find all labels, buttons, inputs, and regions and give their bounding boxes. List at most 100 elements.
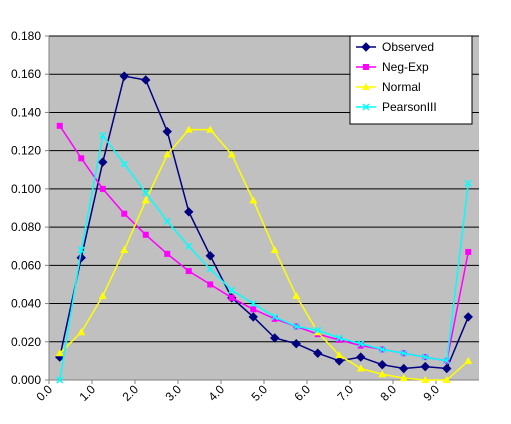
y-tick-labels: 0.000 0.020 0.040 0.060 0.080 0.100 0.120 0.140… [11,29,41,387]
data-point-observed [420,361,430,372]
data-point-observed [98,157,108,167]
data-point-normal [399,374,408,382]
data-point-pearsoniii [77,246,85,254]
data-point-neg-exp [78,155,85,162]
data-point-pearsoniii [249,300,257,308]
data-point-normal [249,196,258,204]
data-point-normal [356,364,365,372]
data-point-observed [313,348,323,358]
data-point-neg-exp [207,281,214,288]
data-point-pearsoniii [400,349,408,357]
data-point-pearsoniii [335,334,343,342]
data-point-pearsoniii [228,286,236,294]
series-line-pearsoniii [59,133,470,381]
data-point-observed [162,126,172,137]
data-point-pearsoniii [99,131,107,139]
y-tick-label: 0.180 [11,29,41,43]
data-point-observed [463,312,473,322]
data-point-neg-exp [228,294,235,301]
data-point-observed [356,352,366,362]
data-point-normal [77,328,86,336]
y-tick-label: 0.020 [11,335,41,349]
data-point-observed [334,356,344,366]
data-point-normal [313,328,322,336]
legend-label: Observed [382,40,434,54]
data-point-pearsoniii [314,326,322,334]
data-point-pearsoniii [56,376,64,384]
data-point-normal [98,291,107,299]
data-point-normal [55,349,64,357]
legend-label: Normal [382,80,421,94]
legend-marker [362,103,370,111]
data-point-normal [464,356,473,364]
legend-label: Neg-Exp [382,60,429,74]
data-point-neg-exp [357,342,364,349]
data-point-neg-exp [271,315,278,322]
series-normal [55,125,473,383]
data-point-observed [248,312,258,322]
data-point-neg-exp [121,210,128,217]
data-point-pearsoniii [163,217,171,225]
data-point-observed [184,207,194,217]
data-point-pearsoniii [206,265,214,273]
data-point-observed [119,71,129,81]
data-point-pearsoniii [464,179,472,187]
data-point-neg-exp [99,185,106,192]
legend-marker [361,42,371,52]
legend-box [349,35,473,125]
data-point-pearsoniii [421,353,429,361]
data-point-neg-exp [185,268,192,275]
data-point-neg-exp [164,250,171,257]
data-point-normal [378,370,387,378]
data-point-observed [399,363,409,374]
data-point-normal [292,291,301,299]
data-point-pearsoniii [357,340,365,348]
series-line-normal [59,128,469,381]
data-point-observed [291,338,301,349]
data-point-normal [421,376,430,383]
legend-entry-observed: Observed [356,40,434,54]
legend-label: PearsonIII [382,100,437,114]
series-lines [55,71,473,384]
series-pearsoniii [56,131,472,384]
data-point-neg-exp [250,306,257,313]
data-point-pearsoniii [142,189,150,197]
data-point-normal [335,351,344,359]
axes [45,35,479,384]
data-point-pearsoniii [378,345,386,353]
data-point-observed [442,363,452,374]
y-tick-label: 0.080 [11,220,41,234]
data-point-pearsoniii [292,322,300,331]
data-point-normal [184,125,193,133]
y-tick-label: 0.040 [11,297,41,311]
legend-marker [362,83,370,90]
y-tick-label: 0.160 [11,67,41,81]
data-point-neg-exp [142,231,149,238]
data-point-neg-exp [336,336,343,343]
data-point-observed [377,360,387,370]
data-point-observed [270,333,280,343]
y-tick-label: 0.120 [11,144,41,158]
y-tick-label: 0.000 [11,373,41,387]
data-point-normal [141,196,150,204]
legend-entry-pearsoniii: PearsonIII [356,100,437,114]
data-point-normal [270,246,279,254]
data-point-neg-exp [465,248,472,255]
data-point-observed [205,251,215,261]
legend-marker [363,64,369,70]
y-tick-label: 0.140 [11,105,41,119]
legend-entry-neg-exp: Neg-Exp [356,60,429,74]
data-point-normal [163,150,172,158]
y-tick-label: 0.060 [11,258,41,272]
data-point-pearsoniii [185,242,193,250]
data-point-normal [442,376,451,383]
data-point-pearsoniii [271,313,279,321]
data-point-pearsoniii [443,357,451,365]
legend: Observed Neg-Exp Normal PearsonIII [349,35,473,125]
data-point-neg-exp [56,122,63,129]
data-point-observed [141,75,151,85]
data-point-normal [227,150,236,158]
data-point-normal [206,125,215,133]
